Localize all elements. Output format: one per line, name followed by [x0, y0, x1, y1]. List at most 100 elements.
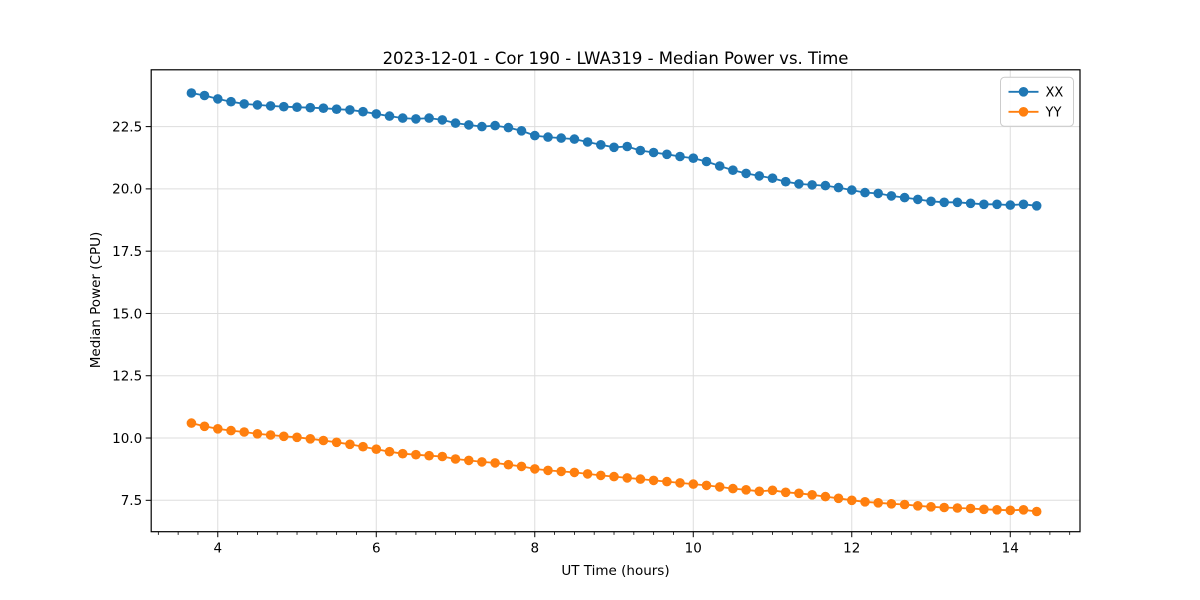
- series-YY-point: [199, 421, 210, 432]
- series-YY-point: [767, 485, 778, 496]
- y-tick-label: 12.5: [112, 369, 142, 385]
- series-YY-point: [213, 424, 223, 434]
- series-YY-point: [860, 497, 870, 507]
- series-YY-point: [371, 444, 382, 455]
- series-XX-point: [596, 140, 606, 150]
- chart-title: 2023-12-01 - Cor 190 - LWA319 - Median P…: [382, 49, 849, 68]
- series-YY-point: [635, 474, 646, 484]
- series-YY-point: [464, 455, 474, 466]
- series-YY-point: [226, 425, 236, 436]
- series-XX-point: [279, 101, 289, 112]
- series-YY-point: [609, 471, 619, 482]
- series-YY-point: [688, 479, 699, 489]
- x-tick-label: 6: [372, 541, 381, 557]
- series-XX-point: [1031, 201, 1042, 211]
- series-YY-point: [965, 503, 976, 514]
- series-XX-point: [569, 134, 580, 144]
- series-XX-point: [464, 120, 474, 130]
- series-XX-point: [252, 100, 263, 110]
- series-XX-point: [807, 180, 817, 190]
- series-YY-point: [701, 480, 712, 491]
- series-XX-point: [318, 103, 329, 113]
- series-XX-point: [873, 188, 883, 199]
- series-XX-point: [926, 196, 936, 207]
- series-XX-point: [543, 132, 553, 142]
- legend-sample-marker: [1018, 107, 1029, 117]
- series-XX-point: [939, 197, 949, 208]
- series-XX-point: [582, 137, 593, 147]
- series-XX-point: [609, 142, 619, 153]
- series-YY-point: [252, 429, 263, 439]
- series-XX-point: [411, 114, 421, 124]
- series-XX-point: [833, 182, 844, 193]
- series-YY-point: [979, 504, 989, 515]
- series-XX-point: [226, 96, 236, 107]
- legend-sample-marker: [1018, 87, 1029, 97]
- series-YY-point: [992, 505, 1002, 515]
- series-YY-point: [411, 449, 421, 460]
- series-XX-point: [477, 121, 487, 132]
- series-XX-point: [358, 106, 368, 117]
- series-YY-point: [530, 464, 540, 474]
- series-XX-point: [714, 161, 725, 171]
- series-YY-point: [675, 478, 685, 488]
- series-YY-point: [794, 488, 804, 499]
- series-YY-point: [582, 469, 593, 479]
- series-YY-point: [318, 435, 329, 446]
- series-YY-point: [596, 470, 606, 481]
- series-XX-point: [688, 153, 699, 163]
- series-XX-point: [847, 185, 857, 195]
- series-XX-point: [503, 122, 514, 133]
- series-YY-point: [741, 485, 751, 495]
- series-YY-point: [913, 501, 923, 511]
- series-XX-point: [780, 176, 791, 187]
- series-XX-point: [992, 199, 1002, 210]
- series-XX-point: [186, 88, 197, 98]
- series-YY-point: [714, 482, 725, 492]
- series-YY-point: [886, 499, 897, 509]
- series-YY-point: [1031, 506, 1042, 517]
- series-XX-point: [741, 168, 751, 179]
- series-YY-point: [490, 458, 500, 468]
- series-YY-point: [952, 503, 963, 513]
- series-YY-point: [503, 459, 514, 470]
- series-YY-point: [345, 439, 355, 450]
- series-YY-point: [279, 431, 289, 442]
- series-XX-point: [860, 187, 870, 198]
- series-XX-point: [199, 90, 210, 101]
- series-XX-point: [384, 111, 395, 121]
- series-YY-point: [807, 490, 817, 500]
- series-YY-point: [648, 475, 659, 486]
- series-YY-point: [239, 427, 249, 437]
- series-XX-point: [397, 113, 408, 123]
- series-XX-point: [305, 102, 316, 113]
- series-YY-point: [926, 502, 936, 512]
- y-tick-label: 17.5: [112, 244, 142, 260]
- series-XX-point: [899, 192, 910, 203]
- series-XX-point: [371, 109, 382, 119]
- series-XX-point: [345, 105, 355, 115]
- series-YY-point: [569, 467, 580, 478]
- series-XX-point: [556, 133, 566, 143]
- series-YY-point: [384, 446, 395, 457]
- series-YY-point: [1005, 505, 1016, 516]
- series-XX-point: [965, 198, 976, 209]
- series-YY-point: [873, 498, 883, 508]
- y-tick-label: 7.5: [121, 493, 142, 509]
- x-tick-label: 4: [213, 541, 222, 557]
- series-XX-point: [662, 149, 672, 160]
- series-XX-point: [728, 165, 738, 175]
- series-YY-point: [292, 432, 302, 443]
- series-XX-point: [239, 99, 249, 109]
- series-YY-point: [780, 487, 791, 498]
- legend-label: XX: [1046, 86, 1064, 101]
- series-XX-point: [516, 126, 527, 136]
- series-YY-point: [397, 448, 408, 459]
- y-tick-label: 15.0: [112, 306, 142, 322]
- series-YY-point: [424, 450, 434, 461]
- series-XX-point: [701, 156, 712, 167]
- plot-border: [150, 69, 1081, 533]
- series-XX-point: [767, 173, 778, 183]
